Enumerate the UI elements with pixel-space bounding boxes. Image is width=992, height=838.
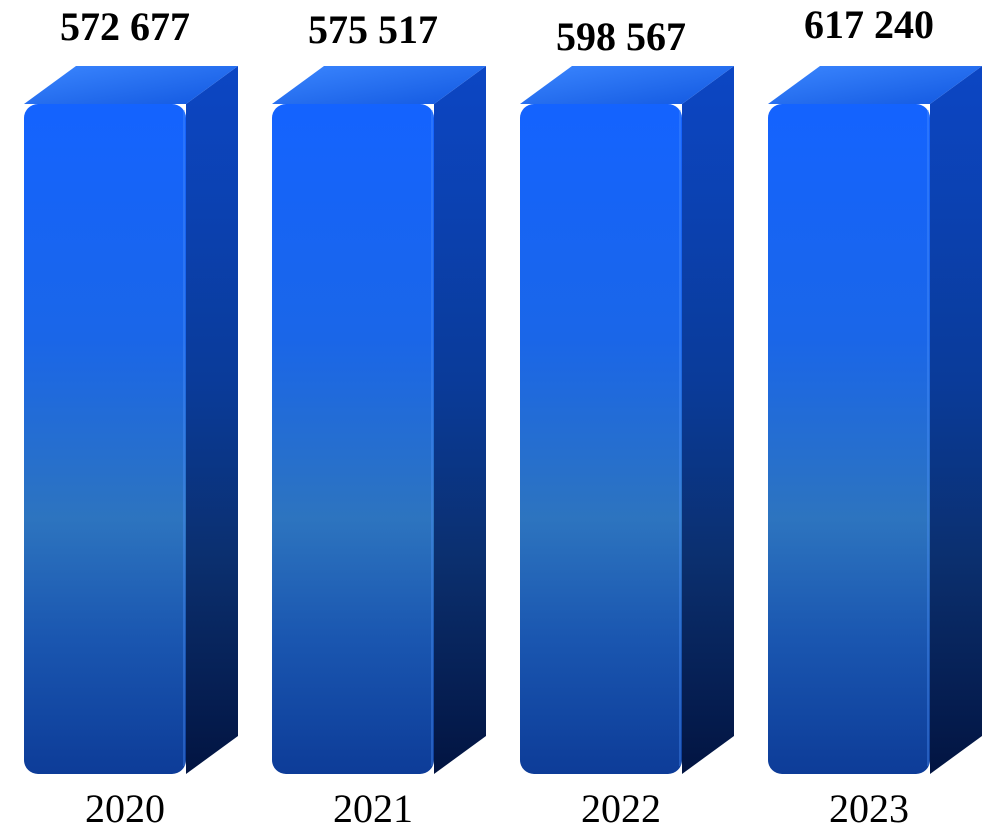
bar-2021 bbox=[272, 66, 486, 774]
value-label-2021: 575 517 bbox=[308, 7, 438, 52]
value-label-2022: 598 567 bbox=[556, 14, 686, 59]
value-label-2020: 572 677 bbox=[60, 4, 190, 49]
labels-group: 572 677 2020 575 517 2021 598 567 2022 617 240… bbox=[60, 2, 934, 831]
bar-side-face bbox=[682, 66, 734, 774]
bars-group bbox=[24, 66, 982, 774]
bar-top-face bbox=[768, 66, 982, 104]
bar-side-face bbox=[930, 66, 982, 774]
bar-front-face bbox=[272, 104, 434, 774]
bar-front-face bbox=[768, 104, 930, 774]
category-label-2023: 2023 bbox=[829, 786, 909, 831]
bar-top-face bbox=[520, 66, 734, 104]
bar-front-face bbox=[520, 104, 682, 774]
bar-2022 bbox=[520, 66, 734, 774]
bar-side-face bbox=[434, 66, 486, 774]
bar-top-face bbox=[272, 66, 486, 104]
bar-2020 bbox=[24, 66, 238, 774]
category-label-2022: 2022 bbox=[581, 786, 661, 831]
value-label-2023: 617 240 bbox=[804, 2, 934, 47]
bar-2023 bbox=[768, 66, 982, 774]
bar-side-face bbox=[186, 66, 238, 774]
category-label-2020: 2020 bbox=[85, 786, 165, 831]
category-label-2021: 2021 bbox=[333, 786, 413, 831]
bar-top-face bbox=[24, 66, 238, 104]
bar-front-face bbox=[24, 104, 186, 774]
